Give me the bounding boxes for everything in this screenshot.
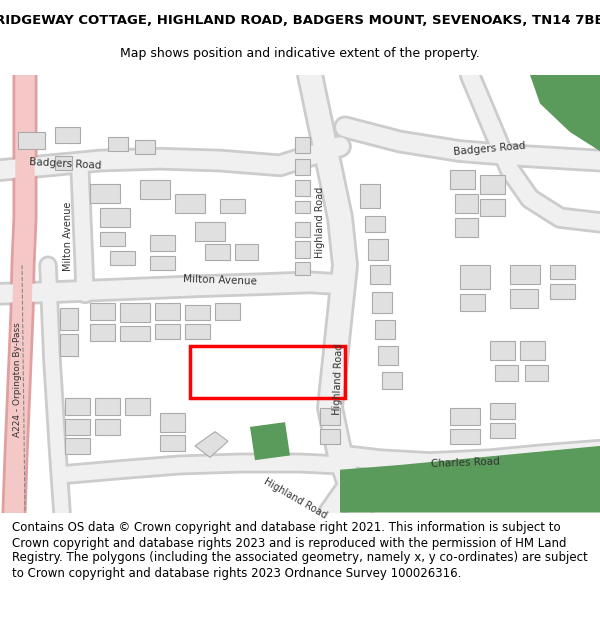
Polygon shape [90,184,120,203]
Polygon shape [125,398,150,416]
Polygon shape [490,423,515,438]
Polygon shape [205,244,230,261]
Polygon shape [65,398,90,416]
Polygon shape [55,127,80,144]
Polygon shape [490,403,515,419]
Polygon shape [295,241,310,258]
Polygon shape [235,244,258,261]
Polygon shape [368,239,388,261]
Polygon shape [60,308,78,330]
Polygon shape [450,429,480,444]
Polygon shape [295,137,310,153]
Polygon shape [120,326,150,341]
Text: RIDGEWAY COTTAGE, HIGHLAND ROAD, BADGERS MOUNT, SEVENOAKS, TN14 7BB: RIDGEWAY COTTAGE, HIGHLAND ROAD, BADGERS… [0,14,600,28]
Polygon shape [550,284,575,299]
Text: Highland Road: Highland Road [262,476,328,521]
Polygon shape [455,217,478,237]
Polygon shape [95,398,120,416]
Polygon shape [155,324,180,339]
Polygon shape [65,419,90,434]
Polygon shape [520,341,545,361]
Polygon shape [140,179,170,199]
Polygon shape [150,256,175,270]
Polygon shape [382,372,402,389]
Polygon shape [295,201,310,213]
Polygon shape [95,419,120,434]
Text: Charles Road: Charles Road [430,457,500,469]
Polygon shape [155,303,180,321]
Polygon shape [90,303,115,321]
Polygon shape [150,235,175,251]
Bar [190,346,345,398]
Polygon shape [90,324,115,341]
Polygon shape [195,432,228,457]
Text: Badgers Road: Badgers Road [29,157,101,171]
Polygon shape [375,321,395,339]
Polygon shape [550,265,575,279]
Polygon shape [320,408,340,425]
Polygon shape [18,132,45,149]
Polygon shape [525,365,548,381]
Text: Badgers Road: Badgers Road [454,141,526,158]
Polygon shape [55,156,72,170]
Polygon shape [215,303,240,321]
Polygon shape [195,222,225,241]
Polygon shape [185,305,210,321]
Text: Map shows position and indicative extent of the property.: Map shows position and indicative extent… [120,48,480,61]
Polygon shape [510,265,540,284]
Polygon shape [495,365,518,381]
Polygon shape [220,199,245,213]
Text: Contains OS data © Crown copyright and database right 2021. This information is : Contains OS data © Crown copyright and d… [12,521,588,579]
Polygon shape [370,265,390,284]
Polygon shape [135,139,155,154]
Polygon shape [100,208,130,227]
Polygon shape [185,324,210,339]
Polygon shape [460,265,490,289]
Polygon shape [490,341,515,361]
Polygon shape [530,75,600,151]
Polygon shape [460,294,485,311]
Polygon shape [295,179,310,196]
Text: Milton Avenue: Milton Avenue [63,202,73,271]
Polygon shape [60,334,78,356]
Polygon shape [160,434,185,451]
Polygon shape [175,194,205,213]
Text: Milton Avenue: Milton Avenue [183,274,257,287]
Polygon shape [450,170,475,189]
Polygon shape [510,289,538,308]
Polygon shape [372,292,392,312]
Polygon shape [295,159,310,175]
Polygon shape [365,216,385,232]
Polygon shape [110,251,135,265]
Polygon shape [65,438,90,454]
Polygon shape [250,422,290,460]
Polygon shape [320,429,340,444]
Polygon shape [295,222,310,237]
Polygon shape [120,303,150,322]
Polygon shape [450,408,480,425]
Polygon shape [455,194,478,213]
Polygon shape [480,199,505,216]
Text: Highland Road: Highland Road [315,187,325,258]
Polygon shape [160,412,185,432]
Polygon shape [295,262,310,275]
Polygon shape [378,346,398,365]
Polygon shape [360,184,380,208]
Polygon shape [108,137,128,151]
Polygon shape [340,446,600,512]
Text: A224 - Orpington By-Pass: A224 - Orpington By-Pass [13,322,23,437]
Polygon shape [480,175,505,194]
Text: Highland Road: Highland Road [332,344,344,415]
Polygon shape [100,232,125,246]
